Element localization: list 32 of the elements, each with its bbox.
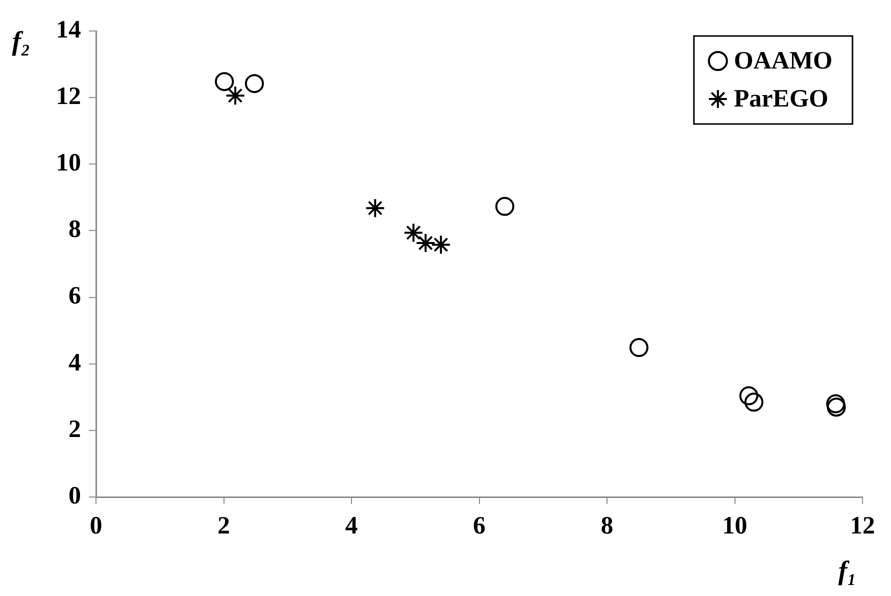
y-tick-label: 8 <box>68 216 81 244</box>
point <box>826 398 846 417</box>
point <box>365 198 386 218</box>
x-tick-label: 6 <box>473 512 486 540</box>
point <box>225 86 246 106</box>
point <box>826 394 846 414</box>
x-tick-label: 2 <box>218 512 230 540</box>
x-tick-label: 10 <box>722 512 748 540</box>
point <box>430 234 451 255</box>
y-tick-label: 4 <box>68 349 82 376</box>
y-tick-label: 0 <box>68 482 81 510</box>
y-tick-label: 6 <box>68 282 81 310</box>
legend-label: ParEGO <box>734 85 828 112</box>
point <box>403 222 424 243</box>
y-tick-label: 14 <box>56 16 82 44</box>
x-tick-label: 12 <box>850 512 875 540</box>
point <box>495 196 514 216</box>
legend-label: OAAMO <box>734 47 833 74</box>
point <box>416 233 436 254</box>
y-tick-label: 10 <box>56 150 81 177</box>
x-axis-title: f₁ <box>838 555 857 586</box>
x-tick-label: 8 <box>600 512 614 540</box>
y-axis-title: f₂ <box>12 26 30 56</box>
point <box>739 386 758 406</box>
point <box>629 338 648 358</box>
x-tick-label: 4 <box>345 512 358 540</box>
point <box>244 74 264 94</box>
y-tick-label: 2 <box>68 416 81 443</box>
y-tick-label: 12 <box>56 83 81 110</box>
point <box>214 72 234 92</box>
x-tick-label: 0 <box>90 512 102 540</box>
point <box>744 392 764 412</box>
